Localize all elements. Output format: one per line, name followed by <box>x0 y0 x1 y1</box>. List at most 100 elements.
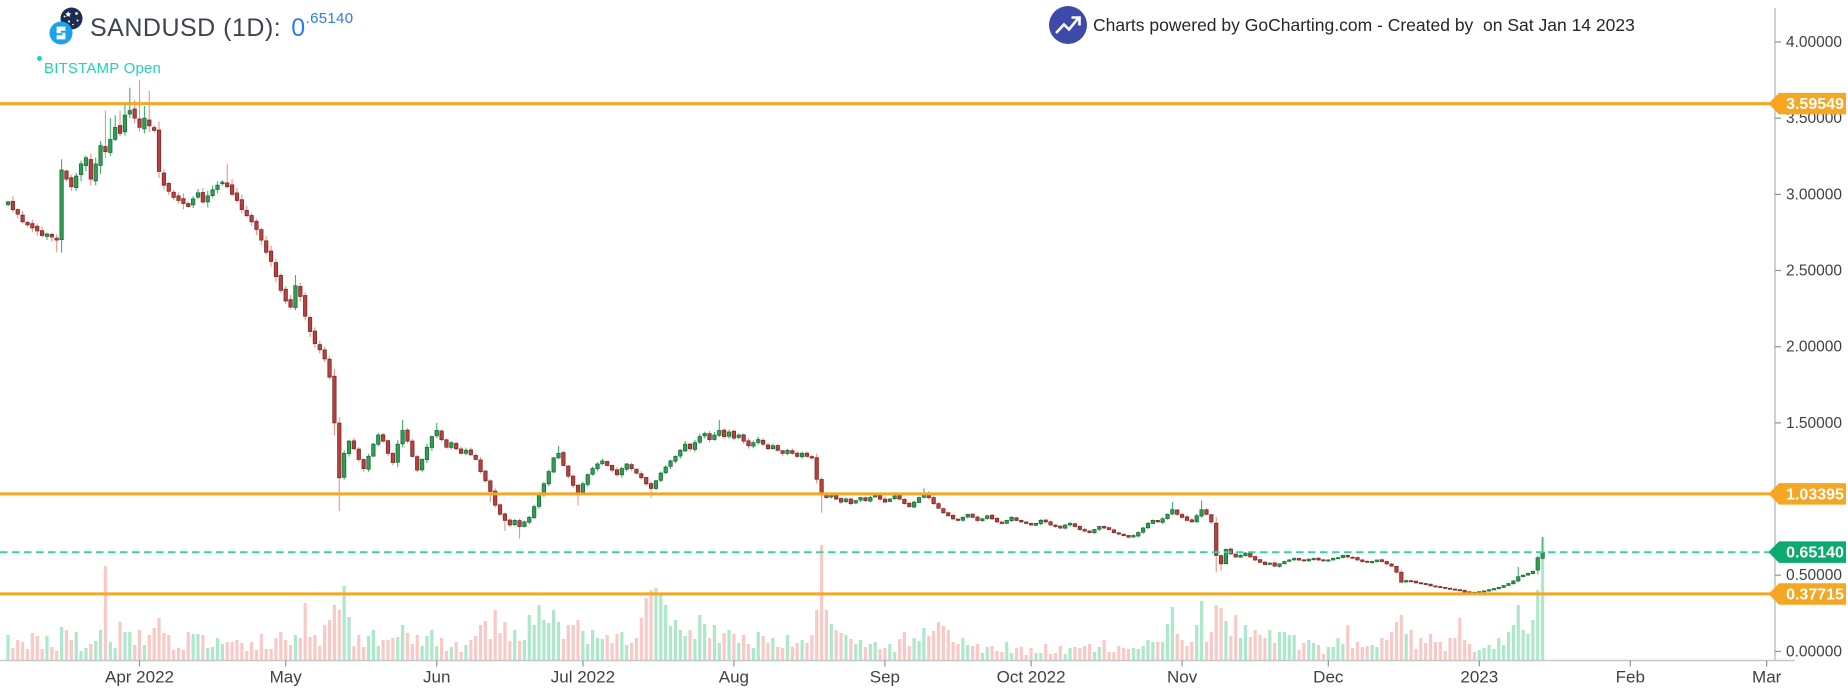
volume-bar <box>824 610 829 660</box>
candle-body <box>259 229 264 241</box>
volume-bar <box>912 638 916 660</box>
candle-body <box>907 502 912 508</box>
volume-bar <box>1409 630 1413 660</box>
volume-bar <box>196 634 200 660</box>
candle-body <box>332 375 337 424</box>
volume-bar <box>357 635 361 660</box>
candle-body <box>590 468 595 475</box>
volume-bar <box>805 643 809 660</box>
candle-body <box>1457 589 1462 592</box>
candle-body <box>458 448 464 454</box>
candle-body <box>663 466 668 474</box>
volume-bar <box>401 625 405 660</box>
volume-bar <box>1521 630 1525 660</box>
volume-bar <box>118 622 122 660</box>
volume-bar <box>561 639 565 660</box>
volume-bar <box>732 634 736 660</box>
candle-body <box>507 519 512 526</box>
candle-body <box>1340 555 1345 558</box>
candle-body <box>1428 583 1433 587</box>
candle-body <box>205 195 210 203</box>
volume-bar <box>454 642 458 660</box>
volume-bar <box>40 649 44 660</box>
candle-body <box>1350 556 1355 559</box>
y-tick-label: 0.50000 <box>1786 567 1842 584</box>
volume-bar <box>1526 634 1530 660</box>
price-tag <box>1768 92 1846 115</box>
candle-body <box>1267 562 1272 565</box>
candle-body <box>497 504 503 515</box>
volume-bar <box>517 641 522 660</box>
candle-body <box>619 468 624 476</box>
candle-body <box>137 118 142 128</box>
candle-body <box>678 449 683 457</box>
volume-bar <box>610 643 614 660</box>
candle-body <box>1418 582 1423 585</box>
volume-bar <box>1394 622 1399 660</box>
volume-bar <box>1380 638 1384 660</box>
volume-bar <box>1346 625 1350 660</box>
candle-body <box>1321 559 1326 562</box>
volume-bar <box>215 638 220 660</box>
candle-body <box>351 440 357 450</box>
candle-body <box>717 430 722 436</box>
volume-bar <box>1263 638 1267 660</box>
candles-series <box>5 80 1545 594</box>
volume-bar <box>615 634 619 660</box>
candle-body <box>916 497 922 503</box>
volume-bar <box>634 638 639 660</box>
volume-bar <box>1287 635 1291 660</box>
volume-bar <box>542 620 546 660</box>
volume-bar <box>274 638 278 660</box>
candle-body <box>132 108 137 119</box>
candle-body <box>571 475 576 486</box>
candle-body <box>307 317 313 332</box>
trending-up-icon <box>1049 6 1087 44</box>
volume-bar <box>186 632 190 660</box>
volume-bar <box>922 628 926 660</box>
y-tick-label: 2.50000 <box>1786 263 1842 280</box>
candle-body <box>20 214 25 223</box>
volume-bar <box>1541 537 1545 660</box>
candle-body <box>1194 515 1199 523</box>
candle-body <box>819 479 824 494</box>
volume-bar <box>737 643 741 660</box>
candle-body <box>1462 590 1467 593</box>
candle-body <box>1209 514 1214 523</box>
candle-body <box>181 198 186 204</box>
candle-body <box>322 349 327 360</box>
candle-body <box>1097 526 1102 530</box>
volume-bar <box>264 649 268 660</box>
volume-bar <box>649 590 653 660</box>
candle-body <box>488 480 493 492</box>
candle-body <box>1053 524 1058 527</box>
x-tick-label: Aug <box>719 668 749 687</box>
volume-bar <box>1453 638 1457 660</box>
volume-bar <box>1136 649 1140 660</box>
candle-body <box>726 431 732 437</box>
candle-body <box>1331 558 1336 561</box>
volume-bar <box>493 610 497 660</box>
candle-body <box>298 286 303 297</box>
candle-body <box>702 433 707 437</box>
volume-bar <box>1277 632 1282 660</box>
candle-body <box>1360 559 1365 562</box>
candle-body <box>88 159 93 180</box>
candle-body <box>863 497 868 501</box>
price-tag-label: 0.37715 <box>1786 586 1844 603</box>
volume-bar <box>1199 601 1204 660</box>
volume-bar <box>50 647 54 660</box>
candle-body <box>1384 561 1389 565</box>
candle-body <box>1311 558 1316 560</box>
volume-bar <box>917 641 921 660</box>
candle-body <box>1092 529 1097 534</box>
volume-bar <box>1073 647 1077 660</box>
volume-bar <box>1424 643 1428 660</box>
candle-body <box>473 455 478 460</box>
candle-body <box>1243 552 1248 557</box>
volume-bar <box>254 650 259 660</box>
candle-body <box>1063 524 1068 529</box>
volume-bar <box>386 640 390 660</box>
candle-body <box>1160 518 1165 523</box>
